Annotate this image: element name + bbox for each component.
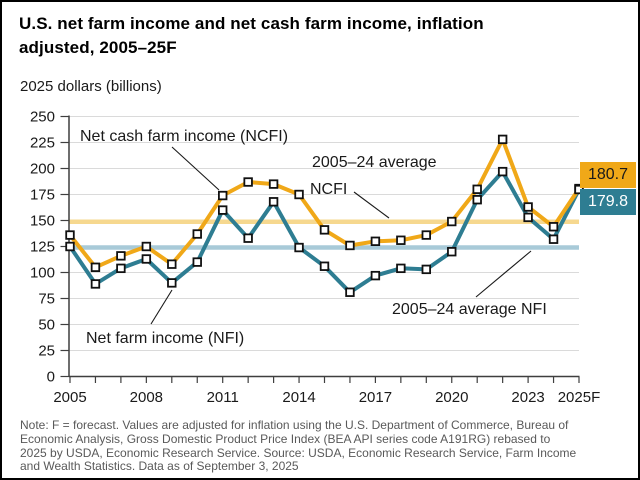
x-axis-label: 2014 [282,389,315,406]
data-point-marker [65,241,75,252]
data-point-marker [217,190,228,201]
data-point-marker [421,230,431,240]
source-note-line1: Note: F = forecast. Values are adjusted … [20,418,569,432]
y-axis-label: 0 [47,369,55,386]
avg-nfi-label-leader [475,250,532,298]
data-point-marker [167,259,177,269]
y-axis-label: 150 [30,213,55,230]
data-point-marker [243,177,253,187]
chart-title: U.S. net farm income and net cash farm i… [19,12,619,60]
data-point-marker [268,197,279,207]
y-axis-label: 250 [30,109,55,126]
x-axis-label: 2017 [359,389,392,406]
data-point-marker [268,179,279,189]
data-point-marker [116,251,126,261]
nfi-markers [65,166,584,297]
x-axis-label: 2020 [435,389,468,406]
y-axis-label: 75 [38,291,55,308]
y-axis-label: 50 [38,317,55,334]
avg-ncfi-label-line2-leader [353,191,390,219]
data-point-marker [294,242,304,253]
data-point-marker [472,194,482,205]
data-point-marker [396,235,406,245]
data-point-marker [497,134,508,145]
ncfi-series-label: Net cash farm income (NCFI) [80,128,288,145]
ncfi-series-label-leader [171,146,220,191]
source-note-line3: 2025 by USDA, Economic Research Service.… [20,445,577,460]
data-point-marker [396,263,406,274]
data-point-marker [141,241,152,252]
avg-ncfi-label-line1: 2005–24 average [312,154,437,171]
x-axis-label: 2008 [130,389,163,406]
y-axis-label: 125 [30,239,55,256]
data-point-marker [345,287,355,297]
data-point-marker [472,184,482,194]
value-box-ncfi: 180.7 [580,162,636,188]
x-axis-label: 2023 [511,389,544,406]
nfi-series-label-leader [150,289,173,325]
data-point-marker [447,216,457,227]
chart-subtitle: 2025 dollars (billions) [20,78,162,95]
data-point-marker [90,279,101,289]
data-point-marker [141,254,152,264]
y-axis-label: 225 [30,135,55,152]
data-point-marker [90,262,101,272]
data-point-marker [192,229,202,239]
y-axis-label: 100 [30,265,55,282]
data-point-marker [167,278,177,288]
data-point-marker [116,263,126,274]
y-axis-label: 25 [38,343,55,360]
chart-title-line1: U.S. net farm income and net cash farm i… [19,14,484,33]
source-note: Note: F = forecast. Values are adjusted … [20,418,635,474]
data-point-marker [243,233,253,243]
data-point-marker [548,222,559,232]
data-point-marker [345,240,355,251]
x-axis-label: 2011 [207,389,239,406]
chart-title-line2: adjusted, 2005–25F [19,38,177,57]
nfi-series-label: Net farm income (NFI) [86,330,244,347]
data-point-marker [447,246,457,257]
data-point-marker [370,270,381,281]
data-point-marker [548,234,559,244]
source-note-line4: and Wealth Statistics. Data as of Septem… [20,459,299,474]
data-point-marker [370,236,381,246]
data-point-marker [319,261,330,271]
avg-nfi-label: 2005–24 average NFI [392,301,547,318]
y-axis-label: 175 [30,187,55,204]
data-point-marker [217,205,228,215]
data-point-marker [523,212,533,223]
value-box-nfi: 179.8 [580,189,636,215]
data-point-marker [421,264,431,275]
data-point-marker [65,230,75,240]
x-axis-label: 2005 [53,389,86,406]
source-note-line2: Economic Analysis, Gross Domestic Produc… [20,431,551,446]
x-axis-label: 2025F [558,389,601,406]
data-point-marker [294,189,304,200]
data-point-marker [192,257,202,267]
data-point-marker [319,225,330,235]
ncfi-markers [65,134,584,272]
data-point-marker [497,166,508,177]
data-point-marker [523,202,533,212]
avg-ncfi-label-line2: NCFI [310,181,347,198]
y-axis-label: 200 [30,161,55,178]
